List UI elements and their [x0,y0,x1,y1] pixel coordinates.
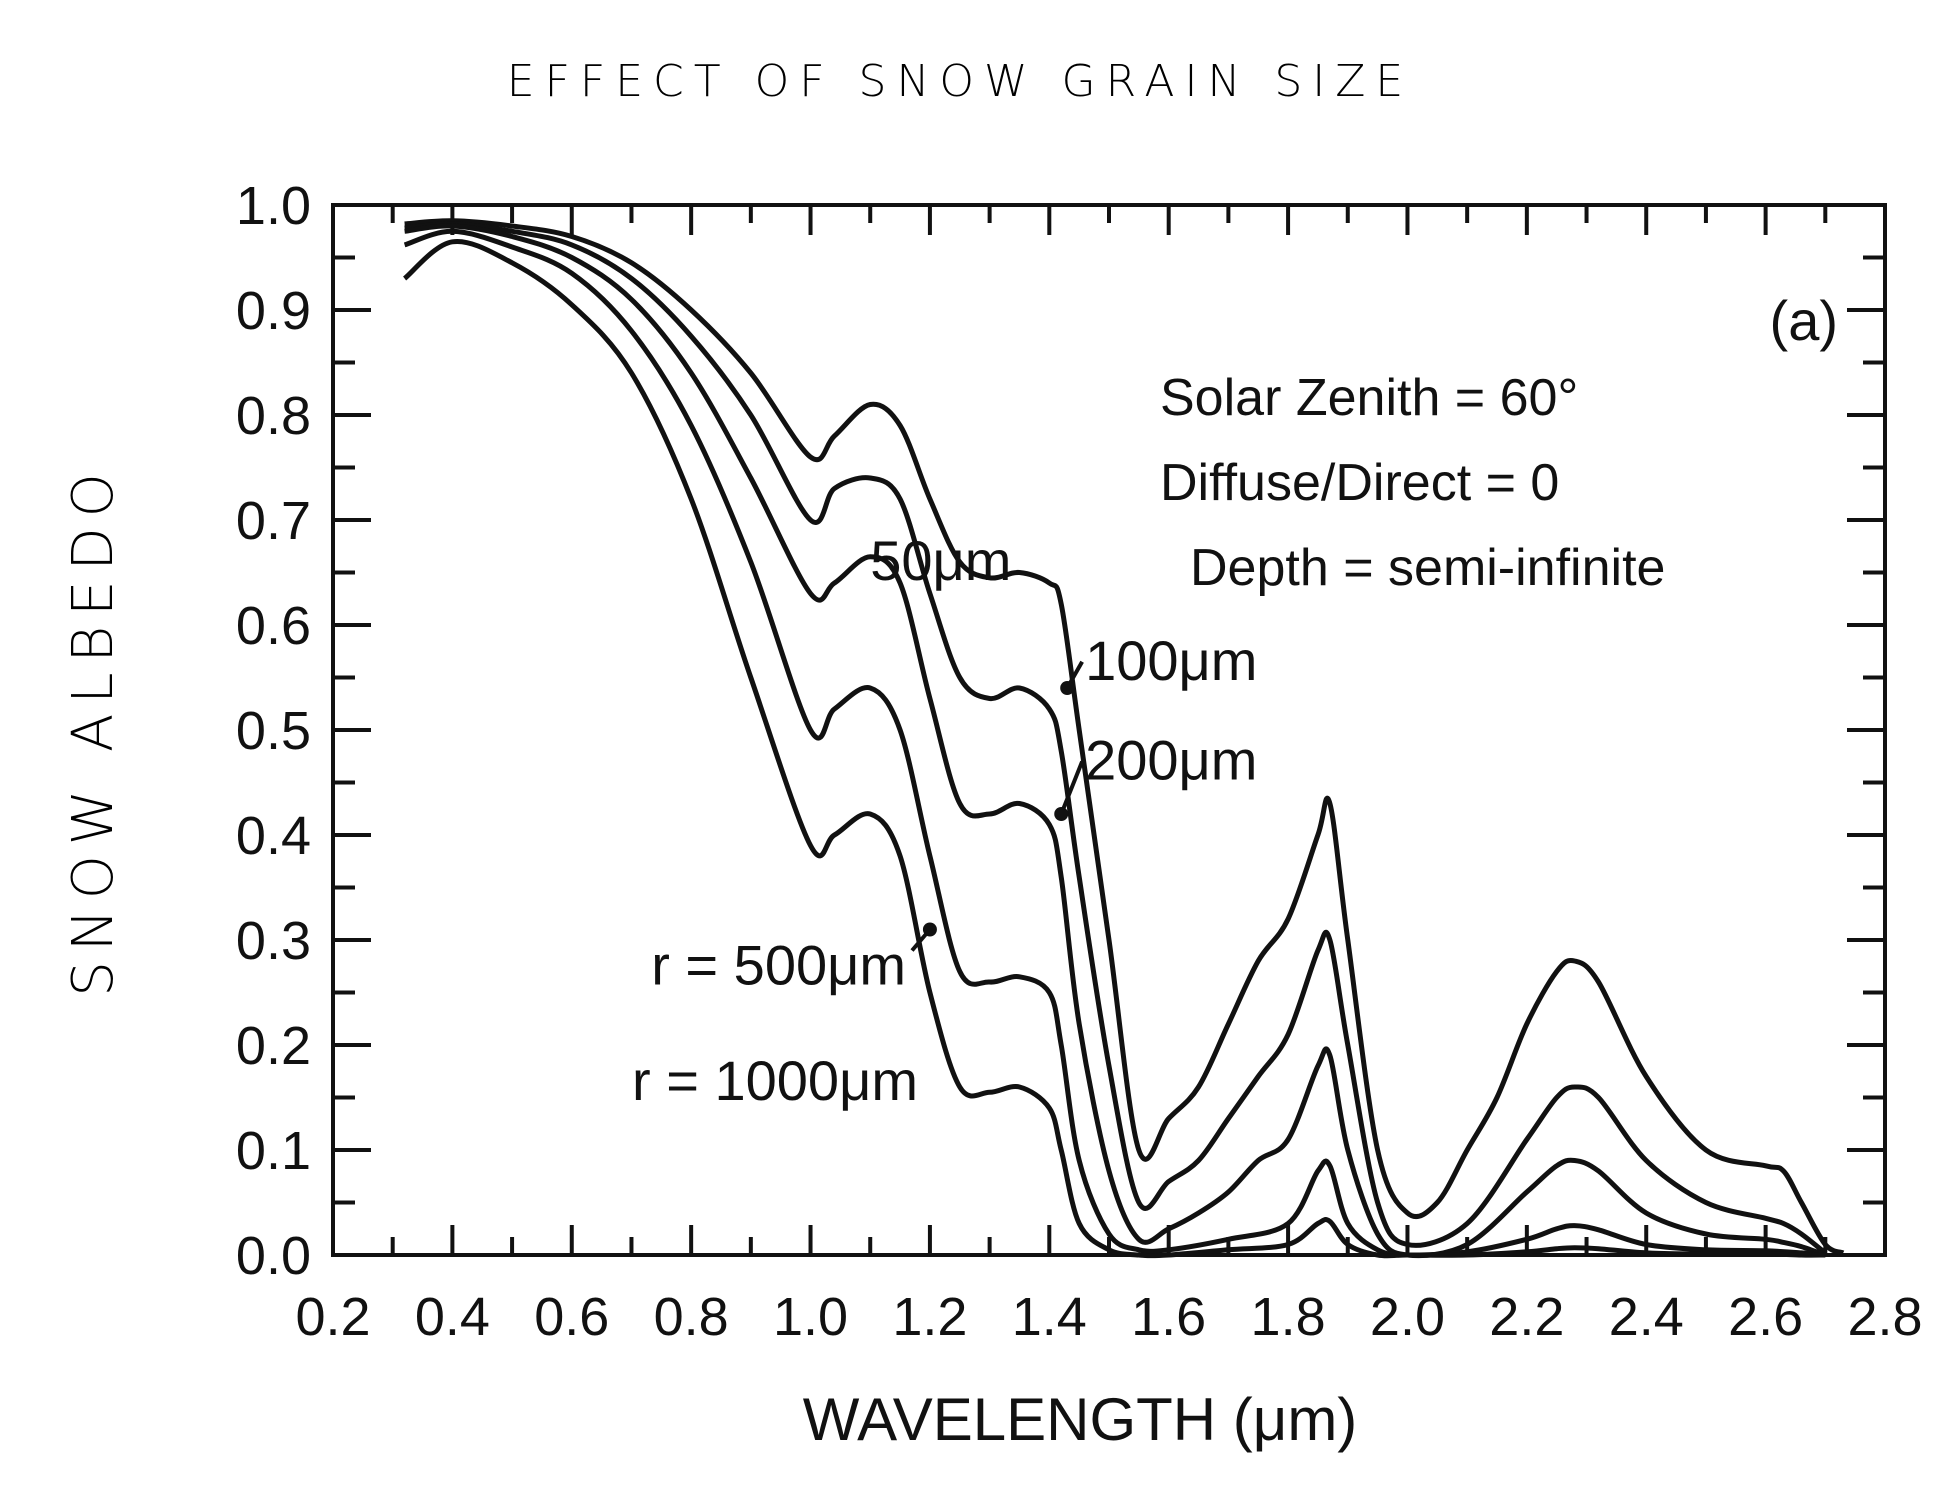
albedo-curves [402,218,1845,1259]
albedo-curve-4 [402,238,1826,1259]
x-tick-label: 1.2 [892,1287,967,1347]
x-tick-label: 2.6 [1728,1287,1803,1347]
y-tick-label: 0.8 [236,386,311,446]
x-tick-label: 0.6 [534,1287,609,1347]
y-tick-label: 0.5 [236,701,311,761]
annotation-depth: Depth = semi-infinite [1190,539,1665,597]
curve-label-marker [922,922,937,937]
curve-labels: 50μm 100μm 200μm r = 500μm r = 1000μm [632,529,1257,1112]
y-tick-label: 0.2 [236,1016,311,1076]
x-tick-label: 1.4 [1012,1287,1087,1347]
y-tick-labels: 0.0 0.1 0.2 0.3 0.4 0.5 0.6 0.7 0.8 0.9 1.0 [236,176,311,1286]
albedo-curve-0 [404,218,1845,1256]
curve-label-0: 50μm [870,529,1011,592]
albedo-curve-3 [403,228,1826,1258]
y-tick-label: 0.4 [236,806,311,866]
curve-label-2: 200μm [1085,729,1257,792]
x-tick-labels: 0.2 0.4 0.6 0.8 1.0 1.2 1.4 1.6 1.8 2.0 2.2 2.4 2.6 2… [295,1287,1922,1347]
x-tick-label: 2.4 [1609,1287,1684,1347]
x-tick-label: 0.2 [295,1287,370,1347]
plot-frame [331,203,1887,1257]
x-axis-label: WAVELENGTH (μm) [803,1386,1358,1453]
x-tick-label: 2.8 [1847,1287,1922,1347]
curve-label-3: r = 500μm [651,933,906,996]
y-tick-label: 0.7 [236,491,311,551]
y-axis-label: SNOW ALBEDO [61,463,126,996]
y-tick-label: 0.6 [236,596,311,656]
y-tick-label: 0.9 [236,281,311,341]
x-tick-label: 1.0 [773,1287,848,1347]
curve-label-leader [1059,760,1084,815]
y-tick-label: 0.1 [236,1121,311,1181]
x-tick-label: 2.2 [1489,1287,1564,1347]
x-tick-label: 1.8 [1251,1287,1326,1347]
annotation-diffuse-direct: Diffuse/Direct = 0 [1160,454,1559,512]
y-tick-label: 0.3 [236,911,311,971]
x-tick-label: 0.8 [654,1287,729,1347]
curve-label-4: r = 1000μm [632,1049,918,1112]
y-tick-label: 0.0 [236,1226,311,1286]
curve-label-marker [1060,681,1075,695]
curve-label-1: 100μm [1085,629,1257,692]
y-tick-label: 1.0 [236,176,311,236]
curve-label-marker [1054,807,1069,821]
annotation-solar-zenith: Solar Zenith = 60° [1160,369,1578,427]
chart-title: EFFECT OF SNOW GRAIN SIZE [507,56,1413,107]
x-tick-label: 0.4 [415,1287,490,1347]
panel-label: (a) [1770,289,1838,352]
albedo-curve-1 [404,221,1827,1255]
albedo-curve-2 [404,223,1827,1259]
x-tick-label: 1.6 [1131,1287,1206,1347]
x-tick-label: 2.0 [1370,1287,1445,1347]
